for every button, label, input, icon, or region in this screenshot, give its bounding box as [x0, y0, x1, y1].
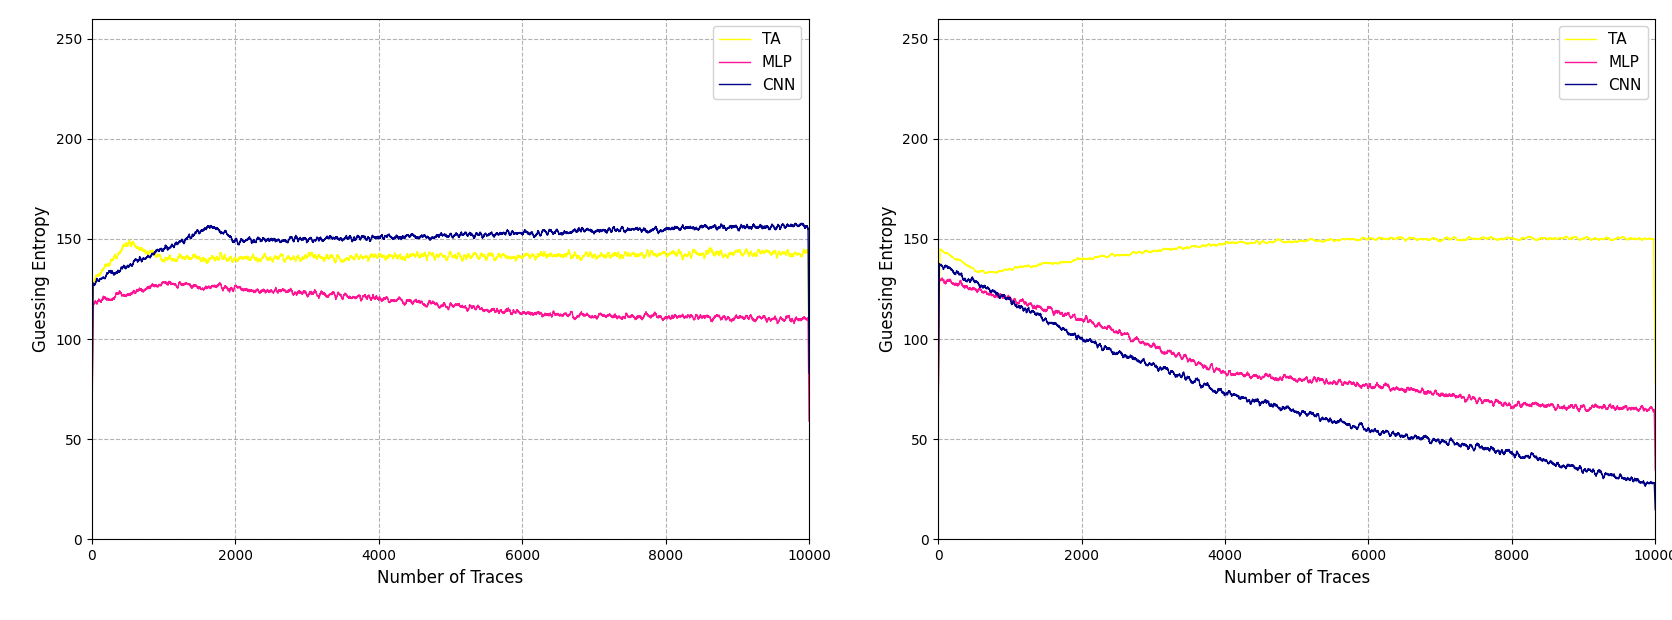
- MLP: [85, 298, 105, 305]
- TA: [85, 275, 105, 282]
- Line: MLP: MLP: [938, 278, 1655, 471]
- Line: TA: TA: [938, 236, 1655, 394]
- Line: CNN: CNN: [92, 223, 809, 411]
- CNN: [971, 282, 991, 290]
- MLP: [799, 417, 819, 425]
- CNN: [793, 219, 813, 227]
- MLP: [433, 301, 453, 308]
- MLP: [1607, 402, 1627, 410]
- MLP: [82, 418, 102, 426]
- TA: [928, 391, 948, 398]
- TA: [82, 407, 102, 415]
- CNN: [931, 262, 951, 269]
- CNN: [85, 280, 105, 288]
- TA: [971, 268, 991, 275]
- CNN: [958, 277, 978, 284]
- CNN: [222, 238, 242, 246]
- TA: [799, 383, 819, 391]
- CNN: [761, 223, 781, 230]
- TA: [125, 241, 145, 249]
- MLP: [761, 316, 781, 323]
- Y-axis label: Guessing Entropy: Guessing Entropy: [878, 206, 896, 352]
- X-axis label: Number of Traces: Number of Traces: [1224, 569, 1369, 587]
- TA: [761, 250, 781, 258]
- TA: [222, 257, 242, 264]
- MLP: [931, 276, 951, 283]
- CNN: [82, 407, 102, 415]
- TA: [112, 246, 132, 253]
- TA: [119, 237, 139, 244]
- X-axis label: Number of Traces: Number of Traces: [378, 569, 523, 587]
- TA: [958, 262, 978, 269]
- MLP: [222, 286, 242, 294]
- Legend: TA, MLP, CNN: TA, MLP, CNN: [712, 26, 801, 99]
- MLP: [971, 286, 991, 293]
- Legend: TA, MLP, CNN: TA, MLP, CNN: [1560, 26, 1647, 99]
- CNN: [1645, 506, 1665, 513]
- TA: [1607, 234, 1627, 241]
- TA: [931, 246, 951, 254]
- MLP: [159, 278, 179, 285]
- TA: [1518, 232, 1538, 240]
- Line: MLP: MLP: [92, 281, 809, 422]
- MLP: [112, 292, 132, 299]
- MLP: [125, 289, 145, 296]
- CNN: [1279, 404, 1299, 412]
- MLP: [958, 285, 978, 292]
- MLP: [1068, 317, 1088, 324]
- MLP: [1645, 467, 1665, 474]
- MLP: [931, 275, 951, 282]
- CNN: [928, 397, 948, 405]
- TA: [1279, 238, 1299, 246]
- CNN: [799, 370, 819, 377]
- CNN: [433, 232, 453, 239]
- CNN: [930, 260, 950, 267]
- Y-axis label: Guessing Entropy: Guessing Entropy: [32, 206, 50, 352]
- TA: [1645, 379, 1665, 387]
- CNN: [125, 257, 145, 264]
- TA: [433, 252, 453, 259]
- TA: [1068, 255, 1088, 262]
- Line: CNN: CNN: [938, 264, 1655, 510]
- Line: TA: TA: [92, 241, 809, 411]
- CNN: [1607, 474, 1627, 481]
- CNN: [112, 264, 132, 272]
- MLP: [928, 407, 948, 414]
- CNN: [1068, 333, 1088, 340]
- MLP: [1279, 374, 1299, 382]
